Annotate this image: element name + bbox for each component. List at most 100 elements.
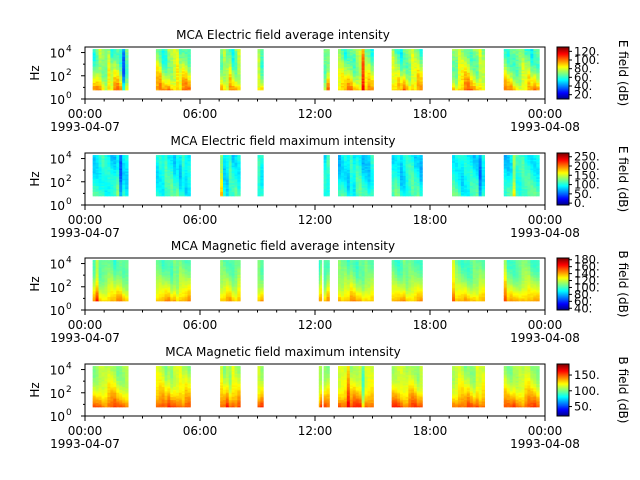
spectrogram-cell [346,72,351,75]
spectrogram-cell [460,73,465,76]
spectrogram-cell [161,79,165,82]
spectrogram-cell [164,84,168,86]
spectrogram-cell [176,159,180,162]
spectrogram-cell [92,292,97,295]
spectrogram-cell [161,185,165,188]
colorbar: 20.40.60.80.100.120. E field (dB) [556,40,630,106]
spectrogram-cell [452,175,456,178]
spectrogram-cell [533,172,537,175]
spectrogram-cell [400,62,404,65]
spectrogram-cell [367,175,371,178]
spectrogram-cell [228,65,233,67]
spectrogram-cell [533,56,537,59]
spectrogram-cell [521,187,525,190]
spectrogram-cell [338,157,342,160]
spectrogram-cell [503,79,508,82]
spectrogram-cell [113,68,117,70]
spectrogram-cell [460,168,465,171]
spectrogram-cell [119,57,123,60]
spectrogram-cell [107,279,111,281]
spectrogram-cell [530,178,534,181]
spectrogram-cell [361,88,365,91]
colorbar-label: E field (dB) [616,40,630,106]
spectrogram-cell [512,165,517,168]
spectrogram-cell [355,187,360,190]
spectrogram-cell [119,69,123,72]
spectrogram-cell [187,182,191,185]
spectrogram-cell [361,171,365,173]
spectrogram-cell [187,84,191,86]
spectrogram-cell [472,176,477,179]
spectrogram-cell [92,171,97,173]
spectrogram-cell [521,178,525,181]
spectrogram-cell [402,184,407,187]
spectrogram-cell [349,162,354,165]
spectrogram-cell [95,268,99,271]
spectrogram-cell [408,75,412,78]
spectrogram-cell [122,174,126,176]
spectrogram-cell [167,166,171,169]
spectrogram-cell [475,190,480,192]
spectrogram-cell [326,181,330,184]
spectrogram-cell [460,193,465,195]
spectrogram-cell [338,72,342,75]
spectrogram-cell [98,277,102,280]
spectrogram-cell [394,194,398,197]
spectrogram-cell [110,293,114,296]
spectrogram-cell [340,185,345,188]
spectrogram-cell [452,76,456,79]
spectrogram-cell [394,62,398,65]
spectrogram-cell [161,194,165,197]
spectrogram-cell [231,70,235,73]
spectrogram-cell [355,84,360,86]
spectrogram-cell [367,178,371,181]
spectrogram-cell [326,166,330,169]
spectrogram-cell [164,174,168,176]
spectrogram-cell [460,190,465,192]
spectrogram-cell [223,178,227,181]
spectrogram-cell [367,162,371,165]
spectrogram-cell [113,81,117,84]
spectrogram-cell [340,178,345,181]
spectrogram-cell [95,270,99,273]
colorbar-step [557,88,569,90]
spectrogram-cell [391,178,395,181]
spectrogram-cell [234,182,238,185]
spectrogram-cell [460,66,465,69]
spectrogram-cell [460,57,465,60]
y-axis-label: Hz [28,171,42,186]
spectrogram-cell [119,63,123,66]
spectrogram-cell [506,169,511,172]
spectrogram-cell [95,182,99,185]
colorbar-step [557,192,569,194]
spectrogram-cell [355,57,360,60]
spectrogram-cell [358,65,363,67]
spectrogram-cell [361,188,365,191]
spectrogram-cell [419,157,423,160]
spectrogram-cell [521,165,525,168]
spectrogram-cell [167,82,171,85]
spectrogram-cell [478,56,483,59]
spectrogram-cell [478,51,483,54]
spectrogram-cell [338,60,342,63]
spectrogram-cell [343,87,348,89]
spectrogram-cell [340,157,345,160]
spectrogram-cell [113,172,117,175]
spectrogram-cell [92,181,97,184]
spectrogram-cell [225,81,230,84]
spectrogram-cell [466,68,471,70]
spectrogram-cell [524,78,528,81]
spectrogram-cell [361,49,365,51]
spectrogram-cell [364,72,368,75]
spectrogram-cell [457,171,462,173]
spectrogram-cell [223,49,227,51]
spectrogram-cell [463,49,468,51]
spectrogram-cell [478,65,483,67]
spectrogram-cell [463,63,468,66]
spectrogram-cell [161,190,165,192]
spectrogram-cell [164,159,168,162]
spectrogram-cell [509,157,514,160]
spectrogram-cell [402,165,407,168]
spectrogram-cell [416,193,420,195]
spectrogram-cell [223,54,227,57]
